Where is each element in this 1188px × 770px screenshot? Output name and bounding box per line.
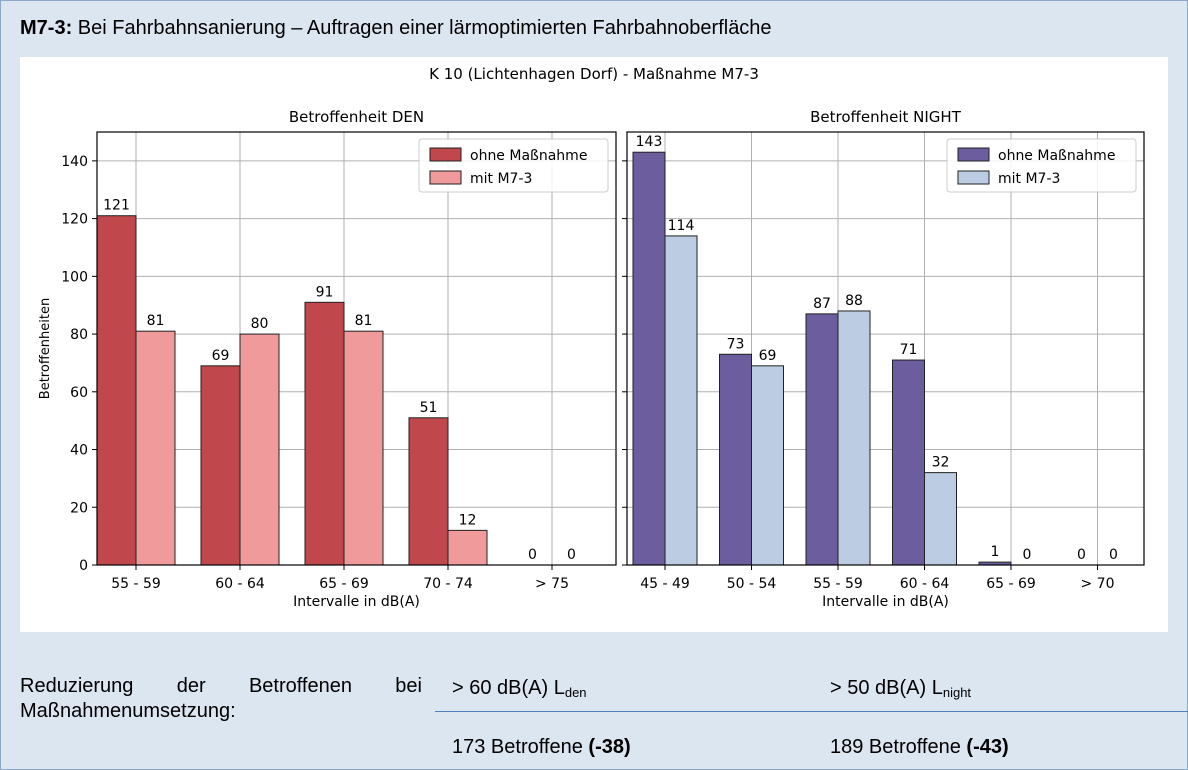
bar-charts: K 10 (Lichtenhagen Dorf) - Maßnahme M7-3… <box>38 65 1145 610</box>
bar <box>135 330 176 566</box>
y-tick-label: 80 <box>70 327 88 343</box>
legend-swatch <box>957 147 990 162</box>
x-axis-label: Intervalle in dB(A) <box>293 594 420 610</box>
bar-value-label: 91 <box>316 284 334 300</box>
chart-title: Betroffenheit NIGHT <box>810 108 962 126</box>
bar-value-label: 69 <box>212 348 230 364</box>
bar-value-label: 87 <box>813 296 831 312</box>
x-tick-label: 70 - 74 <box>423 576 473 592</box>
x-tick-label: 50 - 54 <box>727 576 777 592</box>
bar <box>837 310 871 566</box>
legend-swatch <box>957 170 990 185</box>
y-tick-label: 0 <box>79 558 88 574</box>
bar <box>632 151 666 566</box>
legend-entry-label: mit M7-3 <box>998 171 1060 187</box>
bar <box>751 365 784 566</box>
bar <box>892 359 925 566</box>
bar-value-label: 81 <box>147 313 165 329</box>
bar-value-label: 51 <box>420 400 438 416</box>
bar-value-label: 71 <box>900 342 918 358</box>
bar <box>96 215 137 566</box>
bar <box>664 235 698 566</box>
bar-value-label: 0 <box>567 547 576 563</box>
legend-swatch <box>429 170 462 185</box>
bar-value-label: 81 <box>355 313 373 329</box>
y-tick-label: 40 <box>70 443 88 459</box>
legend-box <box>418 138 609 193</box>
x-tick-label: 55 - 59 <box>813 576 863 592</box>
bar-value-label: 32 <box>932 455 950 471</box>
y-tick-label: 20 <box>70 500 88 516</box>
legend-entry-label: ohne Maßnahme <box>998 148 1115 164</box>
bar <box>343 330 384 566</box>
x-tick-label: 55 - 59 <box>111 576 161 592</box>
x-tick-label: 60 - 64 <box>900 576 950 592</box>
summary-label: Reduzierung der Betroffenen bei Maßnahme… <box>20 675 422 722</box>
chart-title: Betroffenheit DEN <box>289 108 424 126</box>
bar-value-label: 88 <box>845 293 863 309</box>
summary-value-den: 173 Betroffene (-38) <box>452 736 631 758</box>
y-axis-label: Betroffenheiten <box>38 298 53 399</box>
summary-head-night: > 50 dB(A) Lnight <box>830 677 972 700</box>
bar <box>805 313 839 566</box>
legend-box <box>946 138 1137 193</box>
x-tick-label: 45 - 49 <box>640 576 690 592</box>
y-tick-label: 100 <box>61 269 88 285</box>
bar <box>719 353 752 566</box>
bar-value-label: 0 <box>528 547 537 563</box>
legend-entry-label: ohne Maßnahme <box>470 148 587 164</box>
x-tick-label: 60 - 64 <box>215 576 265 592</box>
bar <box>239 333 280 566</box>
y-tick-label: 140 <box>61 154 88 170</box>
bar-value-label: 121 <box>103 198 130 214</box>
legend-swatch <box>429 147 462 162</box>
bar-value-label: 80 <box>251 316 269 332</box>
summary-value-night: 189 Betroffene (-43) <box>830 736 1009 758</box>
bar-value-label: 114 <box>668 218 695 234</box>
bar-value-label: 143 <box>636 134 663 150</box>
y-tick-label: 120 <box>61 212 88 228</box>
y-tick-label: 60 <box>70 385 88 401</box>
bar-value-label: 12 <box>459 512 477 528</box>
bar-value-label: 0 <box>1109 547 1118 563</box>
plot-area-frame <box>96 131 617 566</box>
measure-code: M7-3: <box>20 17 73 39</box>
x-tick-label: > 70 <box>1081 576 1115 592</box>
bar-value-label: 73 <box>727 336 745 352</box>
measure-heading: M7-3: Bei Fahrbahnsanierung – Auftragen … <box>20 17 772 40</box>
legend-entry-label: mit M7-3 <box>470 171 532 187</box>
measure-title: Bei Fahrbahnsanierung – Auftragen einer … <box>77 17 772 39</box>
chart-suptitle: K 10 (Lichtenhagen Dorf) - Maßnahme M7-3 <box>429 65 759 83</box>
chart-panel: K 10 (Lichtenhagen Dorf) - Maßnahme M7-3… <box>20 57 1168 632</box>
x-tick-label: > 75 <box>535 576 569 592</box>
summary-head-den: > 60 dB(A) Lden <box>452 677 587 700</box>
bar <box>447 529 488 566</box>
bar <box>304 301 345 566</box>
bar <box>200 365 241 566</box>
x-tick-label: 65 - 69 <box>986 576 1036 592</box>
x-tick-label: 65 - 69 <box>319 576 369 592</box>
bar-value-label: 0 <box>1077 547 1086 563</box>
bar-value-label: 69 <box>759 348 777 364</box>
bar-value-label: 0 <box>1023 547 1032 563</box>
bar <box>924 472 957 566</box>
plot-area-frame <box>626 131 1145 566</box>
summary-divider <box>435 711 1188 712</box>
bar-value-label: 1 <box>991 544 1000 560</box>
x-axis-label: Intervalle in dB(A) <box>822 594 949 610</box>
bar <box>408 417 449 566</box>
